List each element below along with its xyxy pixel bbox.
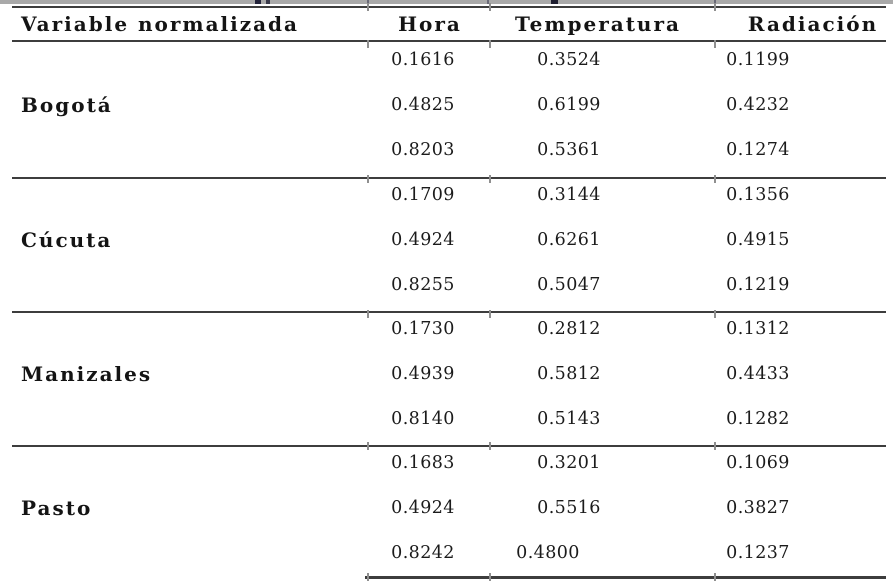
table-cell-hora: 0.4924 [391,229,455,250]
table-cell-temperatura: 0.5361 [537,139,601,160]
table-row: 0.8140 0.5143 0.1282 [12,403,886,448]
table-cell-hora: 0.8242 [391,542,455,563]
table-cell-hora: 0.8255 [391,274,455,295]
table-body: Bogotá 0.1616 0.3524 0.1199 0.4825 0.6199 0.42… [12,44,886,577]
cropped-text-remnant-mark [714,0,716,4]
cropped-text-remnant [0,0,893,4]
table-cell-temperatura: 0.5516 [537,497,601,518]
table-cell-radiacion: 0.1356 [726,184,790,205]
row-group-label: Bogotá [21,92,113,117]
column-boundary-tick [714,3,716,11]
table-cell-temperatura: 0.3524 [537,49,601,70]
table-cell-radiacion: 0.1237 [726,542,790,563]
cropped-text-remnant-mark [367,0,369,4]
table-row: 0.1683 0.3201 0.1069 [12,447,886,492]
table-cell-temperatura: 0.5812 [537,363,601,384]
cropped-text-remnant-mark [487,0,489,4]
table-row: 0.4924 0.5516 0.3827 [12,492,886,537]
table-cell-radiacion: 0.4232 [726,94,790,115]
table-cell-radiacion: 0.1274 [726,139,790,160]
column-boundary-tick [367,175,369,183]
column-boundary-tick [367,3,369,11]
table-cell-temperatura: 0.4800 [516,542,580,563]
city-group: Bogotá 0.1616 0.3524 0.1199 0.4825 0.6199 0.42… [12,44,886,179]
table-row: 0.8242 0.4800 0.1237 [12,537,886,582]
table-cell-radiacion: 0.4433 [726,363,790,384]
cropped-text-remnant-mark [551,0,558,4]
city-group: Pasto 0.1683 0.3201 0.1069 0.4924 0.5516 0.382… [12,447,886,577]
table-cell-radiacion: 0.4915 [726,229,790,250]
table-row: 0.8203 0.5361 0.1274 [12,134,886,179]
table-row: 0.1616 0.3524 0.1199 [12,44,886,89]
table-row: 0.4924 0.6261 0.4915 [12,224,886,269]
cropped-text-remnant-mark [255,0,261,4]
table-cell-radiacion: 0.1312 [726,318,790,339]
cropped-text-remnant-mark [266,0,270,4]
table-row: 0.1709 0.3144 0.1356 [12,179,886,224]
column-boundary-tick [714,40,716,48]
column-boundary-tick [714,573,716,581]
column-boundary-tick [714,175,716,183]
column-boundary-tick [489,3,491,11]
table-cell-temperatura: 0.6261 [537,229,601,250]
table-cell-hora: 0.1730 [391,318,455,339]
table-cell-radiacion: 0.1282 [726,408,790,429]
city-group: Manizales 0.1730 0.2812 0.1312 0.4939 0.5812 0… [12,313,886,447]
column-header-variable-normalizada: Variable normalizada [21,12,299,36]
table-cell-temperatura: 0.2812 [537,318,601,339]
table-cell-radiacion: 0.3827 [726,497,790,518]
table-row: 0.4939 0.5812 0.4433 [12,358,886,403]
row-group-label: Manizales [21,361,153,386]
column-boundary-tick [714,309,716,318]
column-header-temperatura: Temperatura [515,12,681,36]
table-cell-temperatura: 0.6199 [537,94,601,115]
table-rule-bottom-partial [365,576,886,579]
table-cell-hora: 0.4924 [391,497,455,518]
table-cell-radiacion: 0.1219 [726,274,790,295]
column-header-hora: Hora [398,12,462,36]
table-cell-hora: 0.8140 [391,408,455,429]
table-row: 0.8255 0.5047 0.1219 [12,269,886,314]
table-row: 0.4825 0.6199 0.4232 [12,89,886,134]
column-boundary-tick [367,573,369,581]
table-cell-hora: 0.1616 [391,49,455,70]
column-boundary-tick [489,573,491,581]
table-cell-temperatura: 0.3201 [537,452,601,473]
column-boundary-tick [489,441,491,450]
table-cell-temperatura: 0.5047 [537,274,601,295]
table-cell-temperatura: 0.5143 [537,408,601,429]
table-row: 0.1730 0.2812 0.1312 [12,313,886,358]
column-boundary-tick [367,40,369,48]
table-header: Variable normalizada Hora Temperatura Ra… [12,6,886,42]
table-cell-hora: 0.1683 [391,452,455,473]
column-boundary-tick [489,309,491,318]
table-cell-radiacion: 0.1199 [726,49,790,70]
table-cell-temperatura: 0.3144 [537,184,601,205]
table-cell-hora: 0.4939 [391,363,455,384]
table-cell-hora: 0.1709 [391,184,455,205]
column-boundary-tick [489,40,491,48]
table-cell-hora: 0.8203 [391,139,455,160]
row-group-label: Cúcuta [21,227,113,252]
column-boundary-tick [367,309,369,318]
table-cell-hora: 0.4825 [391,94,455,115]
column-boundary-tick [489,175,491,183]
row-group-label: Pasto [21,495,93,520]
city-group: Cúcuta 0.1709 0.3144 0.1356 0.4924 0.6261 0.49… [12,179,886,313]
table-cell-radiacion: 0.1069 [726,452,790,473]
column-boundary-tick [367,441,369,450]
column-header-radiacion: Radiación [747,12,879,36]
column-boundary-tick [714,441,716,450]
